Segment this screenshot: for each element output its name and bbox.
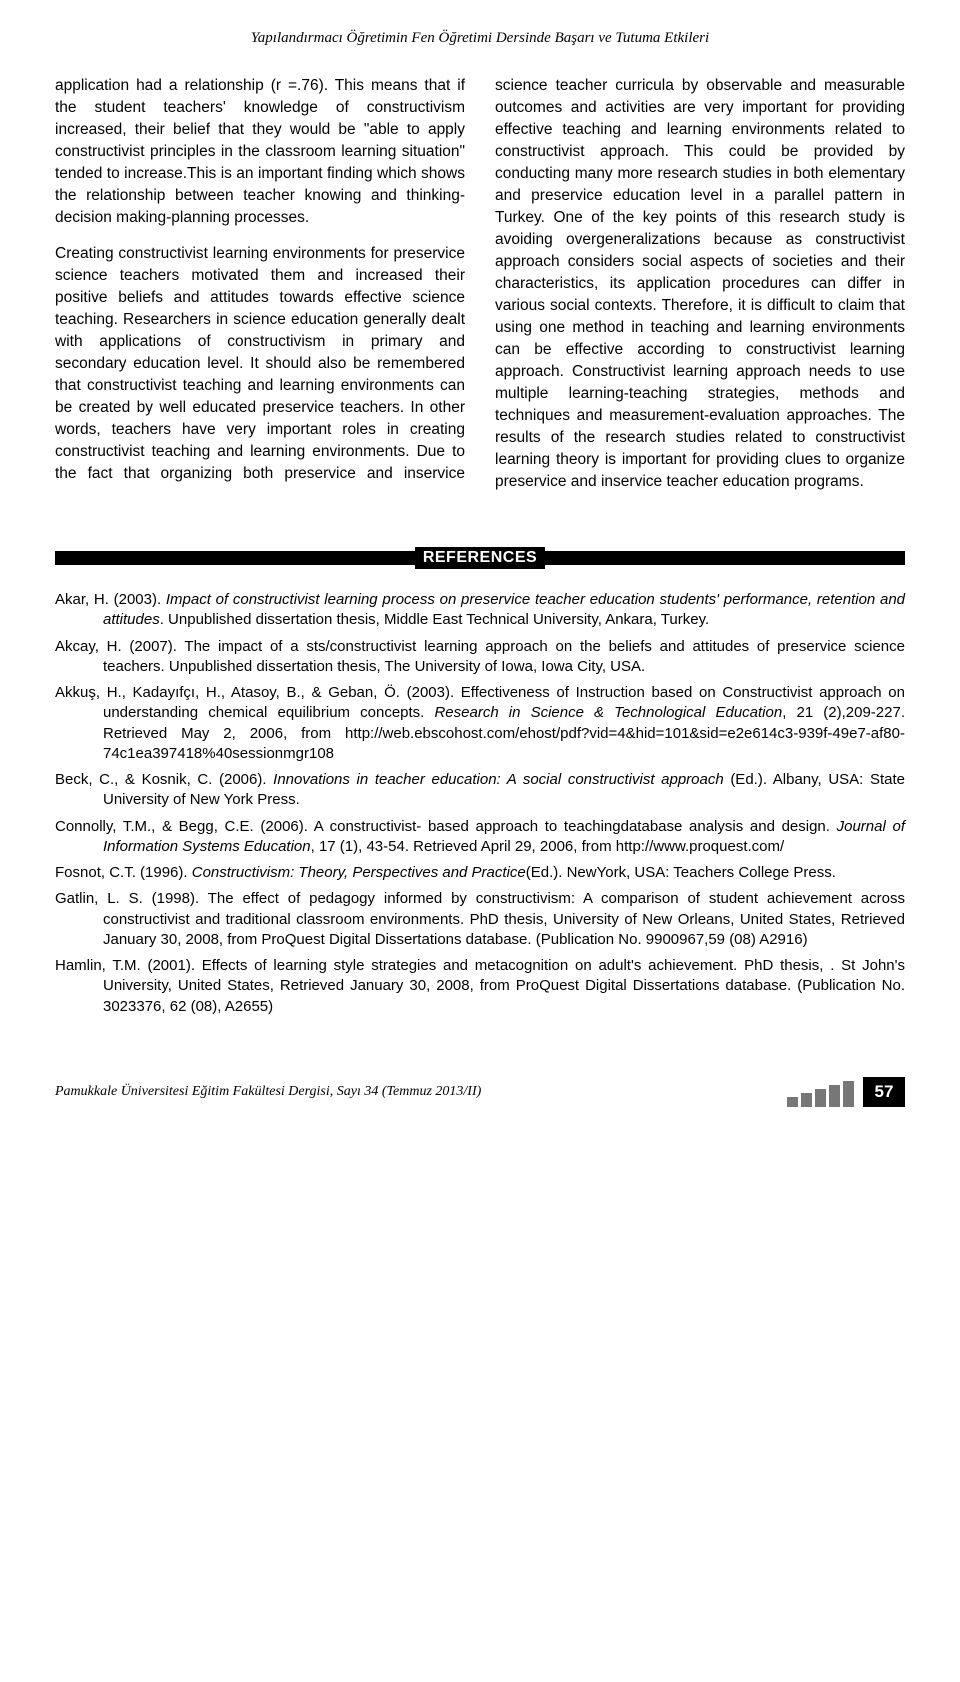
ref-pre: Beck, C., & Kosnik, C. (2006). — [55, 771, 273, 788]
footer-block — [787, 1097, 798, 1107]
reference-item: Akcay, H. (2007). The impact of a sts/co… — [55, 637, 905, 678]
body-paragraph-1: application had a relationship (r =.76).… — [55, 75, 465, 229]
reference-item: Gatlin, L. S. (1998). The effect of peda… — [55, 889, 905, 950]
page-number: 57 — [863, 1077, 905, 1107]
ref-pre: Hamlin, T.M. (2001). Effects of learning… — [55, 957, 905, 1015]
ref-pre: Akar, H. (2003). — [55, 591, 166, 608]
page-footer: Pamukkale Üniversitesi Eğitim Fakültesi … — [55, 1077, 905, 1107]
ref-italic-title: Research in Science & Technological Educ… — [434, 704, 782, 721]
reference-item: Akkuş, H., Kadayıfçı, H., Atasoy, B., & … — [55, 683, 905, 764]
ref-post: . Unpublished dissertation thesis, Middl… — [160, 611, 709, 628]
footer-block — [829, 1085, 840, 1107]
journal-info: Pamukkale Üniversitesi Eğitim Fakültesi … — [55, 1084, 481, 1100]
bar-left-decoration — [55, 551, 415, 565]
references-heading: REFERENCES — [415, 547, 545, 569]
bar-right-decoration — [545, 551, 905, 565]
ref-pre: Gatlin, L. S. (1998). The effect of peda… — [55, 890, 905, 948]
ref-italic-title: Constructivism: Theory, Perspectives and… — [192, 864, 526, 881]
reference-item: Hamlin, T.M. (2001). Effects of learning… — [55, 956, 905, 1017]
references-heading-bar: REFERENCES — [55, 546, 905, 570]
ref-post: (Ed.). NewYork, USA: Teachers College Pr… — [526, 864, 836, 881]
ref-pre: Fosnot, C.T. (1996). — [55, 864, 192, 881]
article-body: application had a relationship (r =.76).… — [55, 75, 905, 496]
ref-post: , 17 (1), 43-54. Retrieved April 29, 200… — [311, 838, 785, 855]
running-header: Yapılandırmacı Öğretimin Fen Öğretimi De… — [55, 30, 905, 47]
reference-item: Fosnot, C.T. (1996). Constructivism: The… — [55, 863, 905, 883]
ref-italic-title: Innovations in teacher education: A soci… — [273, 771, 724, 788]
reference-item: Beck, C., & Kosnik, C. (2006). Innovatio… — [55, 770, 905, 811]
footer-block — [843, 1081, 854, 1107]
ref-pre: Connolly, T.M., & Begg, C.E. (2006). A c… — [55, 818, 837, 835]
reference-item: Akar, H. (2003). Impact of constructivis… — [55, 590, 905, 631]
footer-decoration: 57 — [787, 1077, 905, 1107]
references-list: Akar, H. (2003). Impact of constructivis… — [55, 590, 905, 1017]
ref-pre: Akcay, H. (2007). The impact of a sts/co… — [55, 638, 905, 675]
footer-block — [815, 1089, 826, 1107]
reference-item: Connolly, T.M., & Begg, C.E. (2006). A c… — [55, 817, 905, 858]
footer-block — [801, 1093, 812, 1107]
